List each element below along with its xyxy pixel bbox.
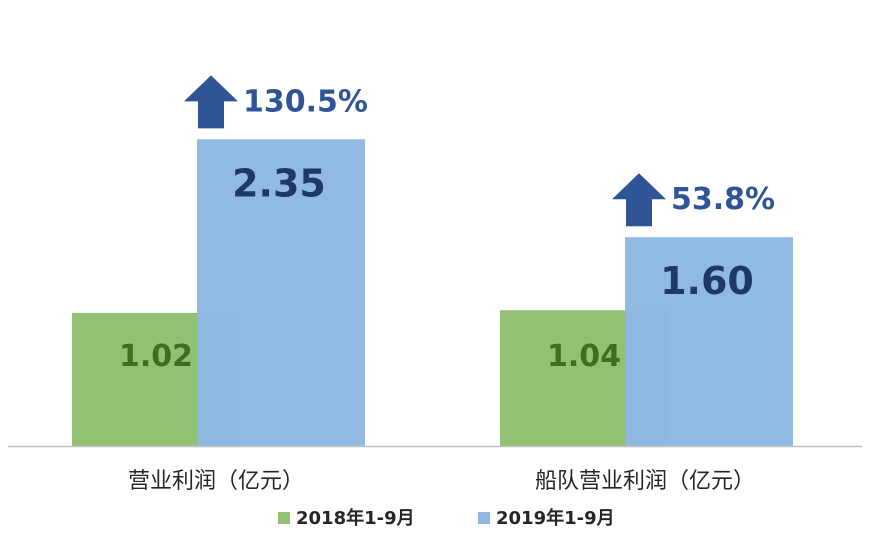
data-label-series1-1: 1.02: [119, 339, 193, 374]
data-label-series2-2: 1.60: [660, 259, 754, 303]
growth-arrow-up-icon-2: [612, 173, 666, 227]
growth-label-2: 53.8%: [671, 182, 775, 217]
category-label-1: 营业利润（亿元）: [128, 469, 304, 494]
labels-layer: 1.02 2.35 130.5% 1.04 1.60 53.8%: [119, 75, 775, 374]
data-label-series1-2: 1.04: [547, 339, 621, 374]
category-label-2: 船队营业利润（亿元）: [535, 469, 755, 494]
bar-series2-2: [625, 237, 793, 446]
growth-label-1: 130.5%: [243, 84, 368, 119]
legend-swatch-2: [478, 512, 490, 524]
category-labels: 营业利润（亿元） 船队营业利润（亿元）: [128, 469, 755, 494]
bars-layer: [72, 139, 793, 446]
data-label-series2-1: 2.35: [232, 161, 326, 205]
legend-label-1: 2018年1-9月: [296, 507, 415, 529]
legend-swatch-1: [278, 512, 290, 524]
growth-arrow-up-icon-1: [184, 75, 238, 129]
legend: 2018年1-9月 2019年1-9月: [278, 507, 615, 529]
legend-label-2: 2019年1-9月: [496, 507, 615, 529]
bar-series2-1: [197, 139, 365, 446]
